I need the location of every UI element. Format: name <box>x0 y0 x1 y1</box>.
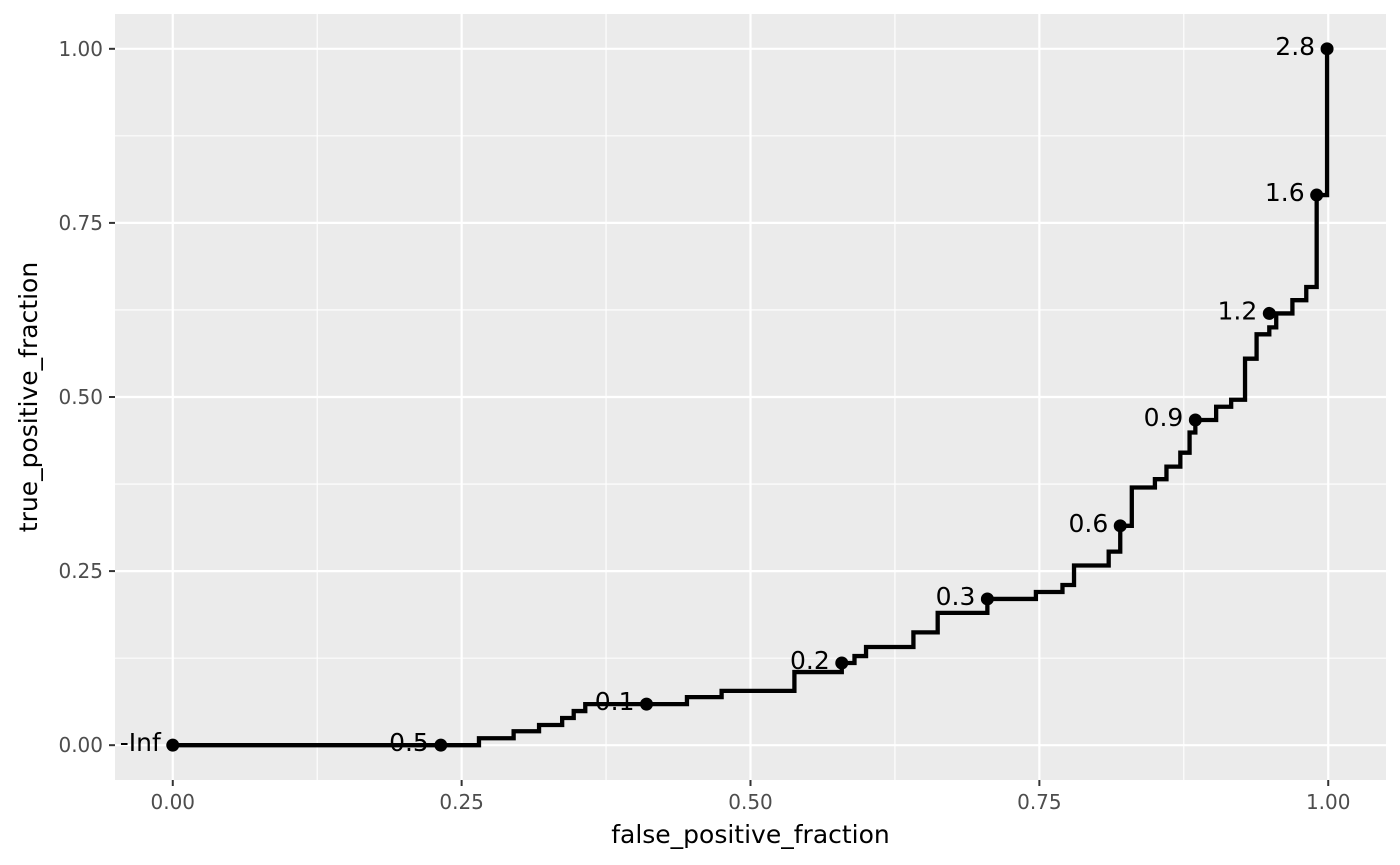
threshold-label: 0.6 <box>1068 509 1108 538</box>
roc-curve <box>172 48 1330 748</box>
threshold-point <box>434 738 448 752</box>
threshold-point <box>640 697 654 711</box>
x-tick-label: 1.00 <box>1306 790 1351 814</box>
roc-step-line <box>172 48 1330 748</box>
x-tick-label: 0.50 <box>728 790 773 814</box>
threshold-point <box>980 592 994 606</box>
y-tick-label: 0.25 <box>58 559 103 583</box>
y-tick-label: 0.50 <box>58 385 103 409</box>
threshold-point <box>1262 306 1276 320</box>
threshold-label: 0.9 <box>1144 403 1184 432</box>
threshold-point <box>1113 519 1127 533</box>
y-tick-label: 0.75 <box>58 211 103 235</box>
threshold-point <box>1320 42 1334 56</box>
x-tick-label: 0.00 <box>151 790 196 814</box>
y-axis: 0.00 0.25 0.50 0.75 1.00 <box>58 37 115 757</box>
x-axis: 0.00 0.25 0.50 0.75 1.00 <box>151 780 1351 814</box>
threshold-label: 1.2 <box>1218 296 1258 325</box>
y-tick-label: 1.00 <box>58 37 103 61</box>
threshold-label: 1.6 <box>1265 178 1305 207</box>
threshold-point <box>835 656 849 670</box>
threshold-label: -0.1 <box>586 687 635 716</box>
threshold-label: 2.8 <box>1275 32 1315 61</box>
threshold-point <box>1310 188 1324 202</box>
x-tick-label: 0.25 <box>439 790 484 814</box>
point-labels: -Inf -0.5 -0.1 0.2 0.3 0.6 0.9 1.2 1.6 2.8 <box>120 32 1315 757</box>
threshold-label: -0.5 <box>380 728 429 757</box>
y-axis-title: true_positive_fraction <box>14 262 43 532</box>
x-axis-title: false_positive_fraction <box>611 820 890 849</box>
major-gridlines <box>115 14 1386 780</box>
threshold-point <box>1188 413 1202 427</box>
x-tick-label: 0.75 <box>1017 790 1062 814</box>
threshold-point <box>166 738 180 752</box>
y-tick-label: 0.00 <box>58 733 103 757</box>
threshold-label: -Inf <box>120 728 162 757</box>
labeled-points <box>166 42 1334 752</box>
threshold-label: 0.2 <box>790 646 830 675</box>
threshold-label: 0.3 <box>936 582 976 611</box>
